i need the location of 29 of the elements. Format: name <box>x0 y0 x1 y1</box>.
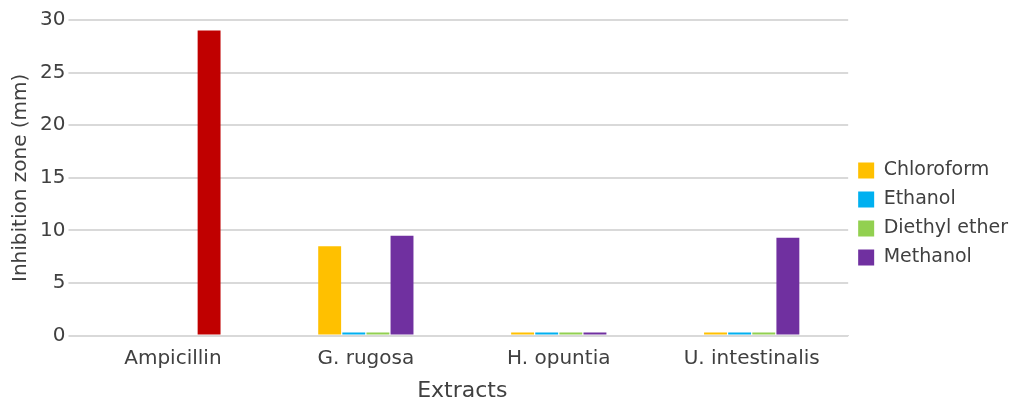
y-tick-label: 20 <box>40 111 66 136</box>
y-tick-label: 5 <box>52 269 66 294</box>
bar <box>583 332 607 335</box>
y-tick-label: 0 <box>52 321 66 346</box>
bar <box>511 332 535 335</box>
legend-label: Diethyl ether <box>883 215 1009 238</box>
x-tick-label: Ampicillin <box>124 344 222 369</box>
y-tick-label: 15 <box>40 164 66 188</box>
y-tick-label: 25 <box>40 58 66 83</box>
bar <box>342 332 366 335</box>
legend-label: Chloroform <box>883 157 990 180</box>
x-tick-label: G. rugosa <box>317 344 415 369</box>
bar <box>390 235 414 335</box>
bar <box>559 332 583 335</box>
bar <box>535 332 559 335</box>
x-tick-label: H. opuntia <box>507 344 611 369</box>
bar <box>776 237 800 335</box>
bar <box>197 30 221 335</box>
legend-label: Methanol <box>883 244 972 267</box>
bar <box>366 332 390 335</box>
legend-label: Ethanol <box>883 186 956 209</box>
x-axis-title: Extracts <box>417 376 508 402</box>
bar <box>728 332 752 335</box>
y-axis-title: Inhibition zone (mm) <box>7 73 32 282</box>
y-tick-label: 30 <box>40 6 66 31</box>
bar <box>752 332 776 335</box>
x-tick-label: U. intestinalis <box>683 344 820 369</box>
bar <box>704 332 727 335</box>
y-tick-label: 10 <box>40 216 66 241</box>
